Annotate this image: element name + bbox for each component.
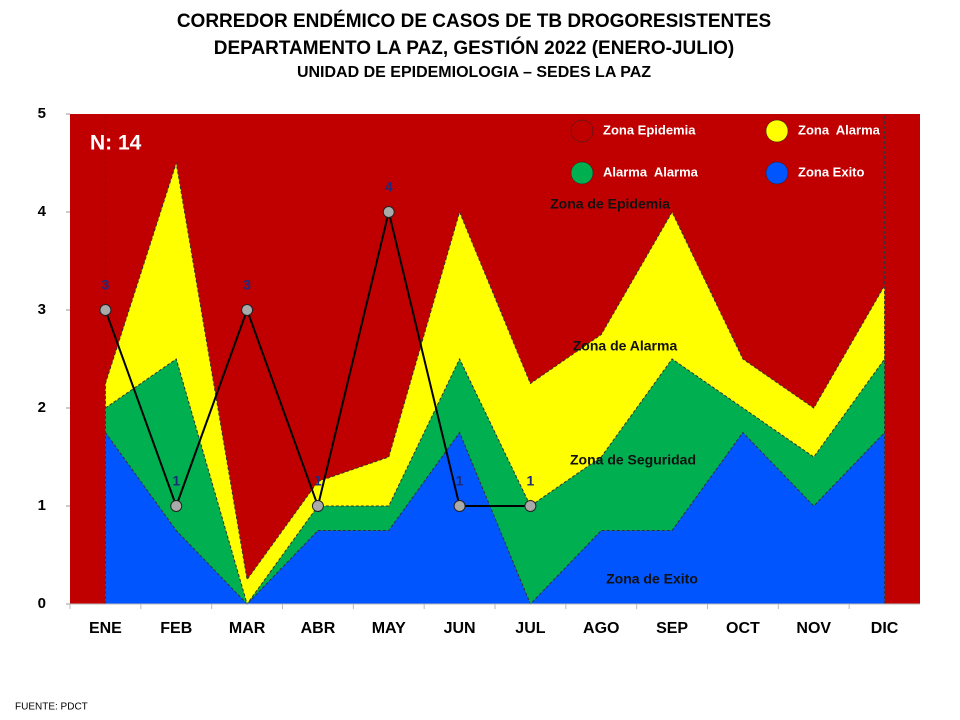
legend-swatch xyxy=(765,161,789,185)
data-label: 4 xyxy=(385,179,393,195)
y-tick-label: 2 xyxy=(38,399,46,416)
case-point xyxy=(524,500,537,512)
chart-subtitle: UNIDAD DE EPIDEMIOLOGIA – SEDES LA PAZ xyxy=(297,64,651,81)
n-label: N: 14 xyxy=(90,132,142,155)
data-label: 1 xyxy=(456,473,464,489)
legend-swatch xyxy=(570,161,594,185)
data-label: 3 xyxy=(243,277,251,293)
data-label: 3 xyxy=(102,277,110,293)
area-edge xyxy=(104,162,886,581)
legend-label: Zona Exito xyxy=(798,164,865,179)
x-tick-label: JUN xyxy=(444,620,476,637)
area-edge xyxy=(105,431,885,605)
legend-swatch xyxy=(765,119,789,143)
data-label: 1 xyxy=(172,473,180,489)
x-tick-label: AGO xyxy=(583,620,619,637)
x-tick-label: NOV xyxy=(796,620,831,637)
area-edge xyxy=(105,357,885,606)
zone-label: Zona de Epidemia xyxy=(550,196,670,212)
data-label: 1 xyxy=(527,473,535,489)
x-tick-label: OCT xyxy=(726,620,760,637)
x-tick-label: MAY xyxy=(372,620,406,637)
x-tick-label: FEB xyxy=(160,620,192,637)
legend-label: Zona Alarma xyxy=(798,122,881,137)
case-point xyxy=(311,500,324,512)
y-tick-label: 0 xyxy=(38,595,46,612)
chart-title: CORREDOR ENDÉMICO DE CASOS DE TB DROGORE… xyxy=(177,10,771,32)
zone-label: Zona de Alarma xyxy=(573,338,678,354)
case-point xyxy=(382,206,395,218)
y-tick-label: 5 xyxy=(38,105,46,122)
case-point xyxy=(241,304,254,316)
x-tick-label: DIC xyxy=(871,620,899,637)
x-tick-label: JUL xyxy=(515,620,545,637)
x-tick-label: SEP xyxy=(656,620,688,637)
x-tick-label: ENE xyxy=(89,620,122,637)
data-label: 1 xyxy=(314,473,322,489)
y-tick-label: 1 xyxy=(38,497,46,514)
case-point xyxy=(170,500,183,512)
y-tick-label: 4 xyxy=(38,203,47,220)
chart-subtitle: DEPARTAMENTO LA PAZ, GESTIÓN 2022 (ENERO… xyxy=(214,37,734,59)
x-tick-label: ABR xyxy=(301,620,336,637)
x-tick-label: MAR xyxy=(229,620,266,637)
area xyxy=(105,432,885,604)
zone-label: Zona de Seguridad xyxy=(570,452,696,468)
y-tick-label: 3 xyxy=(38,301,46,318)
case-point xyxy=(453,500,466,512)
source: FUENTE: PDCT xyxy=(15,702,88,713)
legend-label: Alarma Alarma xyxy=(603,164,699,179)
legend-swatch xyxy=(570,119,594,143)
case-point xyxy=(99,304,112,316)
zone-label: Zona de Exito xyxy=(606,571,698,587)
legend-label: Zona Epidemia xyxy=(603,122,696,137)
